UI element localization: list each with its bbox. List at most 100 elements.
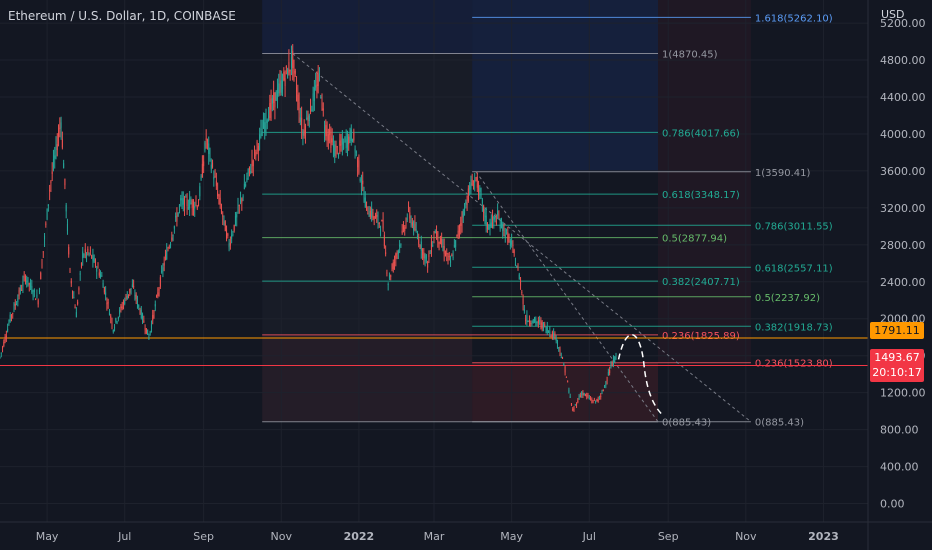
candle-body bbox=[395, 253, 397, 259]
candle-body bbox=[423, 252, 425, 259]
candle-body bbox=[497, 210, 499, 216]
candle-body bbox=[492, 216, 494, 220]
candle-body bbox=[200, 176, 202, 180]
candle-body bbox=[257, 145, 259, 152]
candle-body bbox=[364, 197, 366, 207]
candle-body bbox=[425, 255, 427, 259]
candle-body bbox=[343, 141, 345, 149]
candle-body bbox=[578, 396, 580, 399]
candle-body bbox=[264, 122, 266, 132]
candle-body bbox=[246, 177, 248, 181]
x-tick-label: May bbox=[36, 530, 59, 543]
candle-body bbox=[213, 177, 215, 180]
candle-body bbox=[605, 384, 607, 386]
candle-body bbox=[229, 242, 231, 246]
candle-body bbox=[536, 321, 538, 323]
candle-body bbox=[12, 313, 14, 315]
candle-body bbox=[448, 256, 450, 258]
candle-body bbox=[401, 230, 403, 234]
candle-body bbox=[506, 229, 508, 231]
candle-body bbox=[23, 276, 25, 278]
candle-body bbox=[301, 117, 303, 130]
candle-body bbox=[377, 214, 379, 223]
candle-body bbox=[266, 120, 268, 123]
candle-body bbox=[336, 146, 338, 148]
candle-body bbox=[525, 319, 527, 321]
candle-body bbox=[157, 292, 159, 297]
candle-body bbox=[164, 254, 166, 256]
candle-body bbox=[352, 139, 354, 143]
candle-body bbox=[399, 244, 401, 247]
candle-body bbox=[184, 196, 186, 210]
candle-body bbox=[587, 395, 589, 397]
fib-level-label: 0.236(1523.80) bbox=[755, 359, 833, 370]
candle-body bbox=[429, 253, 431, 255]
candle-body bbox=[371, 207, 373, 218]
candle-body bbox=[45, 223, 47, 225]
candle-body bbox=[522, 298, 524, 305]
candle-body bbox=[330, 135, 332, 149]
candle-body bbox=[261, 131, 263, 137]
candle-body bbox=[177, 212, 179, 216]
candle-body bbox=[35, 298, 37, 300]
candle-body bbox=[545, 327, 547, 332]
candle-body bbox=[586, 395, 588, 397]
candle-body bbox=[479, 188, 481, 192]
candle-body bbox=[125, 295, 127, 297]
candle-body bbox=[223, 215, 225, 219]
candle-body bbox=[111, 321, 113, 326]
candle-body bbox=[145, 328, 147, 334]
y-tick-label: 2800.00 bbox=[880, 239, 926, 252]
candle-body bbox=[215, 180, 217, 186]
candle-body bbox=[42, 251, 44, 253]
candle-body bbox=[451, 255, 453, 257]
fib-level-label: 0(885.43) bbox=[662, 418, 711, 429]
candle-body bbox=[117, 317, 119, 319]
candle-body bbox=[313, 87, 315, 102]
candle-body bbox=[402, 225, 404, 230]
candle-body bbox=[297, 94, 299, 102]
candle-body bbox=[78, 287, 80, 291]
candle-body bbox=[166, 250, 168, 260]
candle-body bbox=[75, 312, 77, 318]
candle-body bbox=[414, 223, 416, 231]
candle-body bbox=[122, 302, 124, 304]
candle-body bbox=[209, 149, 211, 154]
candle-body bbox=[102, 282, 104, 288]
candle-body bbox=[195, 202, 197, 204]
x-tick-label: May bbox=[500, 530, 523, 543]
candle-body bbox=[83, 255, 85, 257]
candle-body bbox=[204, 142, 206, 151]
candle-body bbox=[8, 323, 10, 325]
candle-body bbox=[208, 143, 210, 154]
candle-body bbox=[149, 331, 151, 333]
candle-body bbox=[385, 252, 387, 254]
candle-body bbox=[310, 99, 312, 113]
x-tick-label: 2022 bbox=[344, 530, 375, 543]
x-tick-label: Sep bbox=[658, 530, 679, 543]
candle-body bbox=[420, 241, 422, 251]
candle-body bbox=[380, 229, 382, 231]
candle-body bbox=[245, 184, 247, 186]
y-tick-label: 5200.00 bbox=[880, 17, 926, 30]
candle-body bbox=[191, 200, 193, 208]
y-tick-label: 3600.00 bbox=[880, 165, 926, 178]
candle-body bbox=[30, 282, 32, 287]
candle-body bbox=[228, 243, 230, 248]
candle-body bbox=[115, 318, 117, 322]
y-tick-label: 800.00 bbox=[880, 424, 919, 437]
candle-body bbox=[147, 329, 149, 335]
candle-body bbox=[37, 300, 39, 305]
candle-body bbox=[583, 392, 585, 396]
candle-body bbox=[534, 317, 536, 322]
candle-body bbox=[241, 198, 243, 203]
candle-body bbox=[609, 370, 611, 374]
candle-body bbox=[596, 399, 598, 401]
candle-body bbox=[350, 129, 352, 142]
candle-body bbox=[49, 190, 51, 192]
candle-body bbox=[582, 393, 584, 396]
candle-body bbox=[462, 210, 464, 218]
candle-body bbox=[167, 249, 169, 251]
candle-body bbox=[156, 295, 158, 297]
